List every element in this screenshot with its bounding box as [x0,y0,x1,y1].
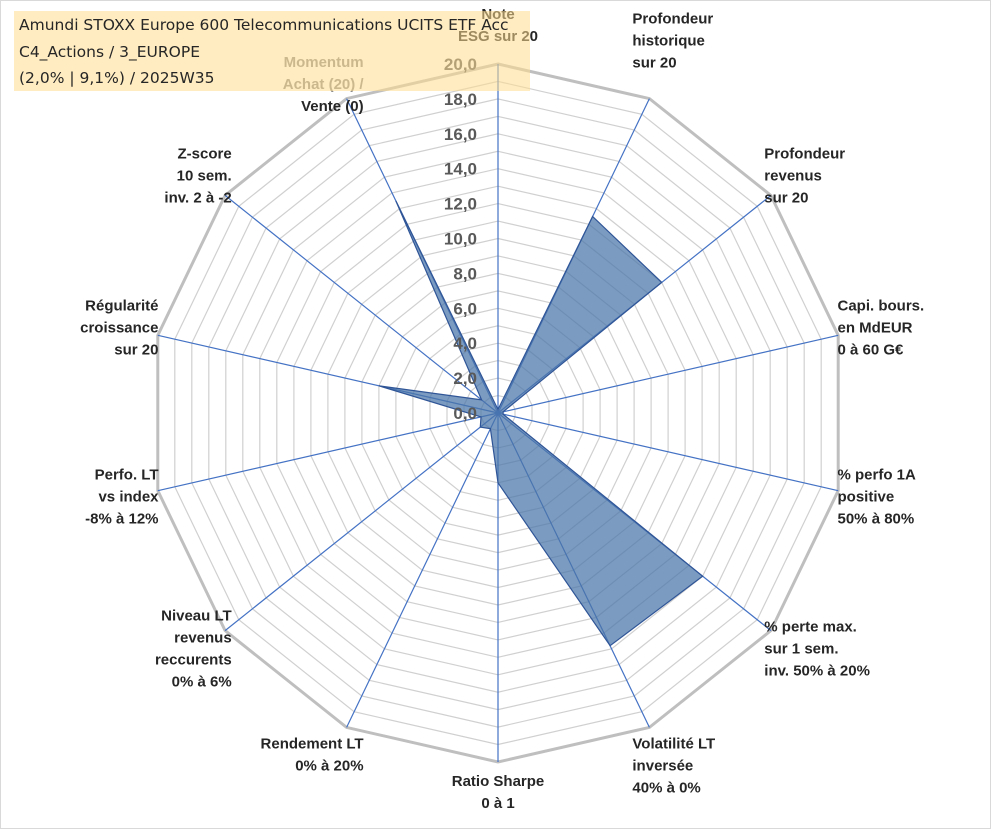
axis-label-4-line-0: % perfo 1A [838,466,917,483]
axis-label-4-line-2: 50% à 80% [838,510,915,527]
axis-label-11-line-0: Régularité [85,298,158,315]
axis-spoke-8 [346,412,499,728]
axis-label-10-line-2: -8% à 12% [85,510,158,527]
axis-spoke-10 [157,412,499,492]
tick-label-5: 10,0 [444,230,477,249]
tick-label-8: 16,0 [444,125,477,144]
series-layer [378,200,704,647]
axis-label-10-line-1: vs index [98,488,159,505]
tick-label-0: 0,0 [453,404,477,423]
tick-label-3: 6,0 [453,299,477,318]
axis-label-3: Capi. bours. en MdEUR 0 à 60 G€ [838,298,925,359]
axis-label-3-line-1: en MdEUR [838,320,913,337]
axis-label-2-line-2: sur 20 [764,190,808,207]
axis-label-6-line-1: inversée [632,758,693,775]
axis-label-3-line-0: Capi. bours. [838,298,925,315]
axis-label-12-line-1: 10 sem. [177,168,232,185]
axis-label-6-line-2: 40% à 0% [632,780,700,797]
axis-label-6-line-0: Volatilité LT [632,736,715,753]
axis-label-8: Rendement LT 0% à 20% [261,736,364,775]
axis-label-13-line-2: Vente (0) [301,98,364,115]
axis-spoke-4 [497,412,839,492]
axis-label-7-line-1: 0 à 1 [481,795,514,812]
axis-label-9-line-1: revenus [174,629,232,646]
axis-label-8-line-1: 0% à 20% [295,758,363,775]
axis-label-12: Z-score 10 sem. inv. 2 à -2 [164,146,231,207]
axis-label-9-line-3: 0% à 6% [172,673,232,690]
axis-label-10-line-0: Perfo. LT [95,466,159,483]
chart-title-box: Amundi STOXX Europe 600 Telecommunicatio… [14,11,530,91]
axis-label-4-line-1: positive [838,488,895,505]
axis-label-5: % perte max. sur 1 sem. inv. 50% à 20% [764,618,870,679]
axis-label-1-line-2: sur 20 [632,55,676,72]
tick-label-7: 14,0 [444,160,477,179]
axis-label-3-line-2: 0 à 60 G€ [838,342,905,359]
axis-label-10: Perfo. LT vs index -8% à 12% [85,466,159,527]
axis-label-1-line-1: historique [632,33,705,50]
axis-label-5-line-1: sur 1 sem. [764,640,838,657]
axis-spoke-12 [224,194,499,414]
axis-label-2-line-0: Profondeur [764,146,845,163]
axis-label-layer: NoteESG sur 20Profondeurhistoriquesur 20… [80,6,924,812]
axis-label-11: Régularité croissance sur 20 [80,298,158,359]
axis-label-1: Profondeur historique sur 20 [632,11,713,72]
axis-label-9: Niveau LT revenus reccurents 0% à 6% [155,607,232,690]
axis-spoke-3 [497,334,839,414]
tick-layer: 0,02,04,06,08,010,012,014,016,018,020,0 [444,55,477,423]
tick-label-4: 8,0 [453,264,477,283]
chart-subtitle-line-1: C4_Actions / 3_EUROPE [19,43,200,61]
series-area-0 [378,200,704,647]
chart-subtitle-line-2: (2,0% | 9,1%) / 2025W35 [19,69,215,87]
axis-label-9-line-2: reccurents [155,651,232,668]
axis-spoke-9 [224,412,499,632]
axis-label-2-line-1: revenus [764,168,822,185]
chart-title: Amundi STOXX Europe 600 Telecommunicatio… [19,16,509,34]
axis-label-5-line-2: inv. 50% à 20% [764,662,870,679]
axis-label-4: % perfo 1A positive 50% à 80% [838,466,917,527]
axis-label-7: Ratio Sharpe 0 à 1 [452,773,545,812]
tick-label-2: 4,0 [453,334,477,353]
axis-label-1-line-0: Profondeur [632,11,713,28]
axis-label-5-line-0: % perte max. [764,618,857,635]
axis-label-6: Volatilité LT inversée 40% à 0% [632,736,715,797]
tick-label-1: 2,0 [453,369,477,388]
axis-label-11-line-1: croissance [80,320,158,337]
axis-label-12-line-0: Z-score [178,146,232,163]
tick-label-6: 12,0 [444,195,477,214]
tick-label-9: 18,0 [444,90,477,109]
axis-label-11-line-2: sur 20 [114,342,158,359]
axis-label-8-line-0: Rendement LT [261,736,364,753]
axis-label-12-line-2: inv. 2 à -2 [164,190,231,207]
axis-label-7-line-0: Ratio Sharpe [452,773,545,790]
axis-label-9-line-0: Niveau LT [161,607,232,624]
axis-label-2: Profondeur revenus sur 20 [764,146,845,207]
